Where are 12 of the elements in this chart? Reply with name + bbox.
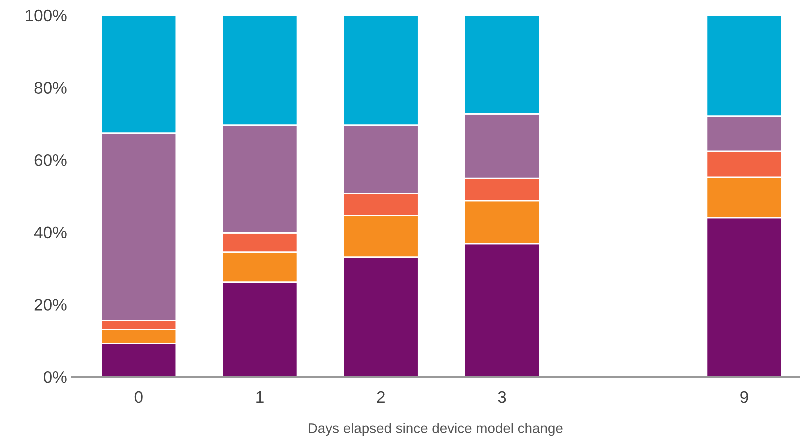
x-tick-label: 3 — [498, 391, 506, 404]
y-tick-label: 60% — [34, 154, 67, 166]
x-axis-title: Days elapsed since device model change — [309, 423, 563, 436]
y-tick-label: 20% — [34, 299, 67, 311]
y-tick-label: 100% — [26, 10, 67, 22]
x-tick-label: 9 — [740, 391, 748, 404]
x-tick-label: 0 — [134, 391, 143, 404]
x-tick-label: 1 — [256, 392, 264, 404]
y-tick-label: 40% — [34, 226, 67, 239]
y-tick-label: 0% — [44, 371, 67, 384]
y-tick-label: 80% — [34, 82, 67, 94]
x-tick-label: 2 — [377, 391, 385, 404]
